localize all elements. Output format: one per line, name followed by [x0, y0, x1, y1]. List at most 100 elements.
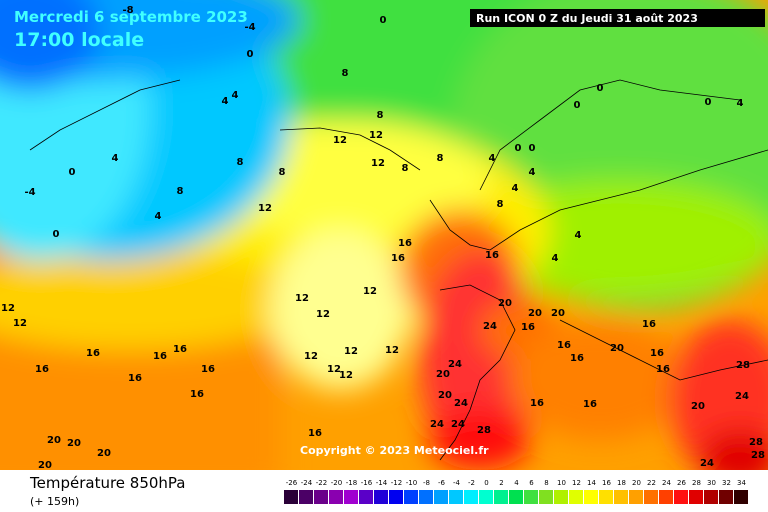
scale-swatch: [719, 490, 733, 504]
scale-swatch: [584, 490, 598, 504]
contour-label: 24: [454, 398, 468, 409]
contour-label: 16: [521, 322, 535, 333]
contour-label: 4: [512, 183, 519, 194]
contour-label: 0: [247, 49, 254, 60]
contour-label: 16: [485, 250, 499, 261]
contour-label: 8: [177, 186, 184, 197]
contour-label: 28: [736, 360, 750, 371]
contour-label: 16: [530, 398, 544, 409]
scale-label: -14: [376, 479, 388, 487]
contour-label: 12: [295, 293, 309, 304]
scale-label: 18: [617, 479, 626, 487]
contour-label: 0: [529, 143, 536, 154]
scale-swatch: [359, 490, 373, 504]
contour-label: 4: [529, 167, 536, 178]
contour-label: 0: [69, 167, 76, 178]
scale-label: 26: [677, 479, 686, 487]
scale-label: 22: [647, 479, 656, 487]
contour-label: 0: [597, 83, 604, 94]
scale-swatch: [284, 490, 298, 504]
contour-label: 20: [438, 390, 452, 401]
contour-label: 16: [308, 428, 322, 439]
contour-label: 4: [112, 153, 119, 164]
contour-label: 12: [333, 135, 347, 146]
contour-label: 0: [574, 100, 581, 111]
contour-label: 8: [279, 167, 286, 178]
scale-label: -18: [346, 479, 357, 487]
contour-label: 0: [705, 97, 712, 108]
scale-label: 24: [662, 479, 671, 487]
scale-swatch: [374, 490, 388, 504]
scale-swatch: [419, 490, 433, 504]
contour-label: 20: [47, 435, 61, 446]
scale-swatch: [494, 490, 508, 504]
scale-label: -22: [316, 479, 327, 487]
scale-label: -6: [438, 479, 446, 487]
scale-swatch: [539, 490, 553, 504]
contour-label: 16: [557, 340, 571, 351]
scale-label: -20: [331, 479, 342, 487]
contour-label: 0: [53, 229, 60, 240]
contour-label: 20: [528, 308, 542, 319]
contour-label: 4: [232, 90, 239, 101]
contour-label: 12: [327, 364, 341, 375]
scale-label: 2: [499, 479, 503, 487]
contour-label: 24: [430, 419, 444, 430]
scale-swatch: [449, 490, 463, 504]
scale-swatch: [704, 490, 718, 504]
contour-label: 4: [155, 211, 162, 222]
scale-swatch: [509, 490, 523, 504]
scale-swatch: [314, 490, 328, 504]
scale-swatch: [524, 490, 538, 504]
contour-label: 12: [304, 351, 318, 362]
scale-label: -26: [286, 479, 298, 487]
footer-lead: (+ 159h): [30, 495, 79, 508]
contour-label: 12: [339, 370, 353, 381]
contour-label: 8: [402, 163, 409, 174]
scale-label: -24: [301, 479, 313, 487]
contour-label: 8: [437, 153, 444, 164]
scale-swatch: [404, 490, 418, 504]
contour-label: 16: [128, 373, 142, 384]
contour-label: 16: [35, 364, 49, 375]
contour-label: 4: [575, 230, 582, 241]
scale-label: 20: [632, 479, 641, 487]
copyright: Copyright © 2023 Meteociel.fr: [300, 444, 489, 457]
contour-label: 20: [551, 308, 565, 319]
contour-label: 16: [201, 364, 215, 375]
scale-label: -16: [361, 479, 373, 487]
contour-label: 20: [610, 343, 624, 354]
contour-label: 16: [86, 348, 100, 359]
scale-label: 14: [587, 479, 596, 487]
contour-label: 12: [258, 203, 272, 214]
scale-swatch: [644, 490, 658, 504]
contour-label: 20: [38, 460, 52, 471]
contour-label: 4: [552, 253, 559, 264]
contour-label: 0: [515, 143, 522, 154]
contour-label: 16: [570, 353, 584, 364]
contour-label: 12: [344, 346, 358, 357]
time: 17:00 locale: [14, 29, 144, 51]
scale-label: 16: [602, 479, 611, 487]
scale-swatch: [344, 490, 358, 504]
contour-label: -4: [244, 22, 255, 33]
scale-swatch: [659, 490, 673, 504]
contour-label: 16: [583, 399, 597, 410]
scale-swatch: [464, 490, 478, 504]
contour-label: 20: [97, 448, 111, 459]
contour-label: 12: [371, 158, 385, 169]
scale-swatch: [554, 490, 568, 504]
color-scale: -26 -24 -22 -20 -18 -16 -14 -12 -10 -8 -6 -4 -2 0 2 4 6 8…: [284, 479, 748, 504]
contour-label: 24: [700, 458, 714, 469]
scale-swatch: [329, 490, 343, 504]
scale-swatch: [629, 490, 643, 504]
contour-label: 8: [237, 157, 244, 168]
contour-label: 24: [448, 359, 462, 370]
coastlines: [29, 79, 768, 461]
contour-label: 16: [153, 351, 167, 362]
scale-label: -12: [391, 479, 402, 487]
scale-label: -2: [468, 479, 475, 487]
contour-label: 12: [1, 303, 15, 314]
contour-label: 20: [498, 298, 512, 309]
scale-label: 4: [514, 479, 519, 487]
